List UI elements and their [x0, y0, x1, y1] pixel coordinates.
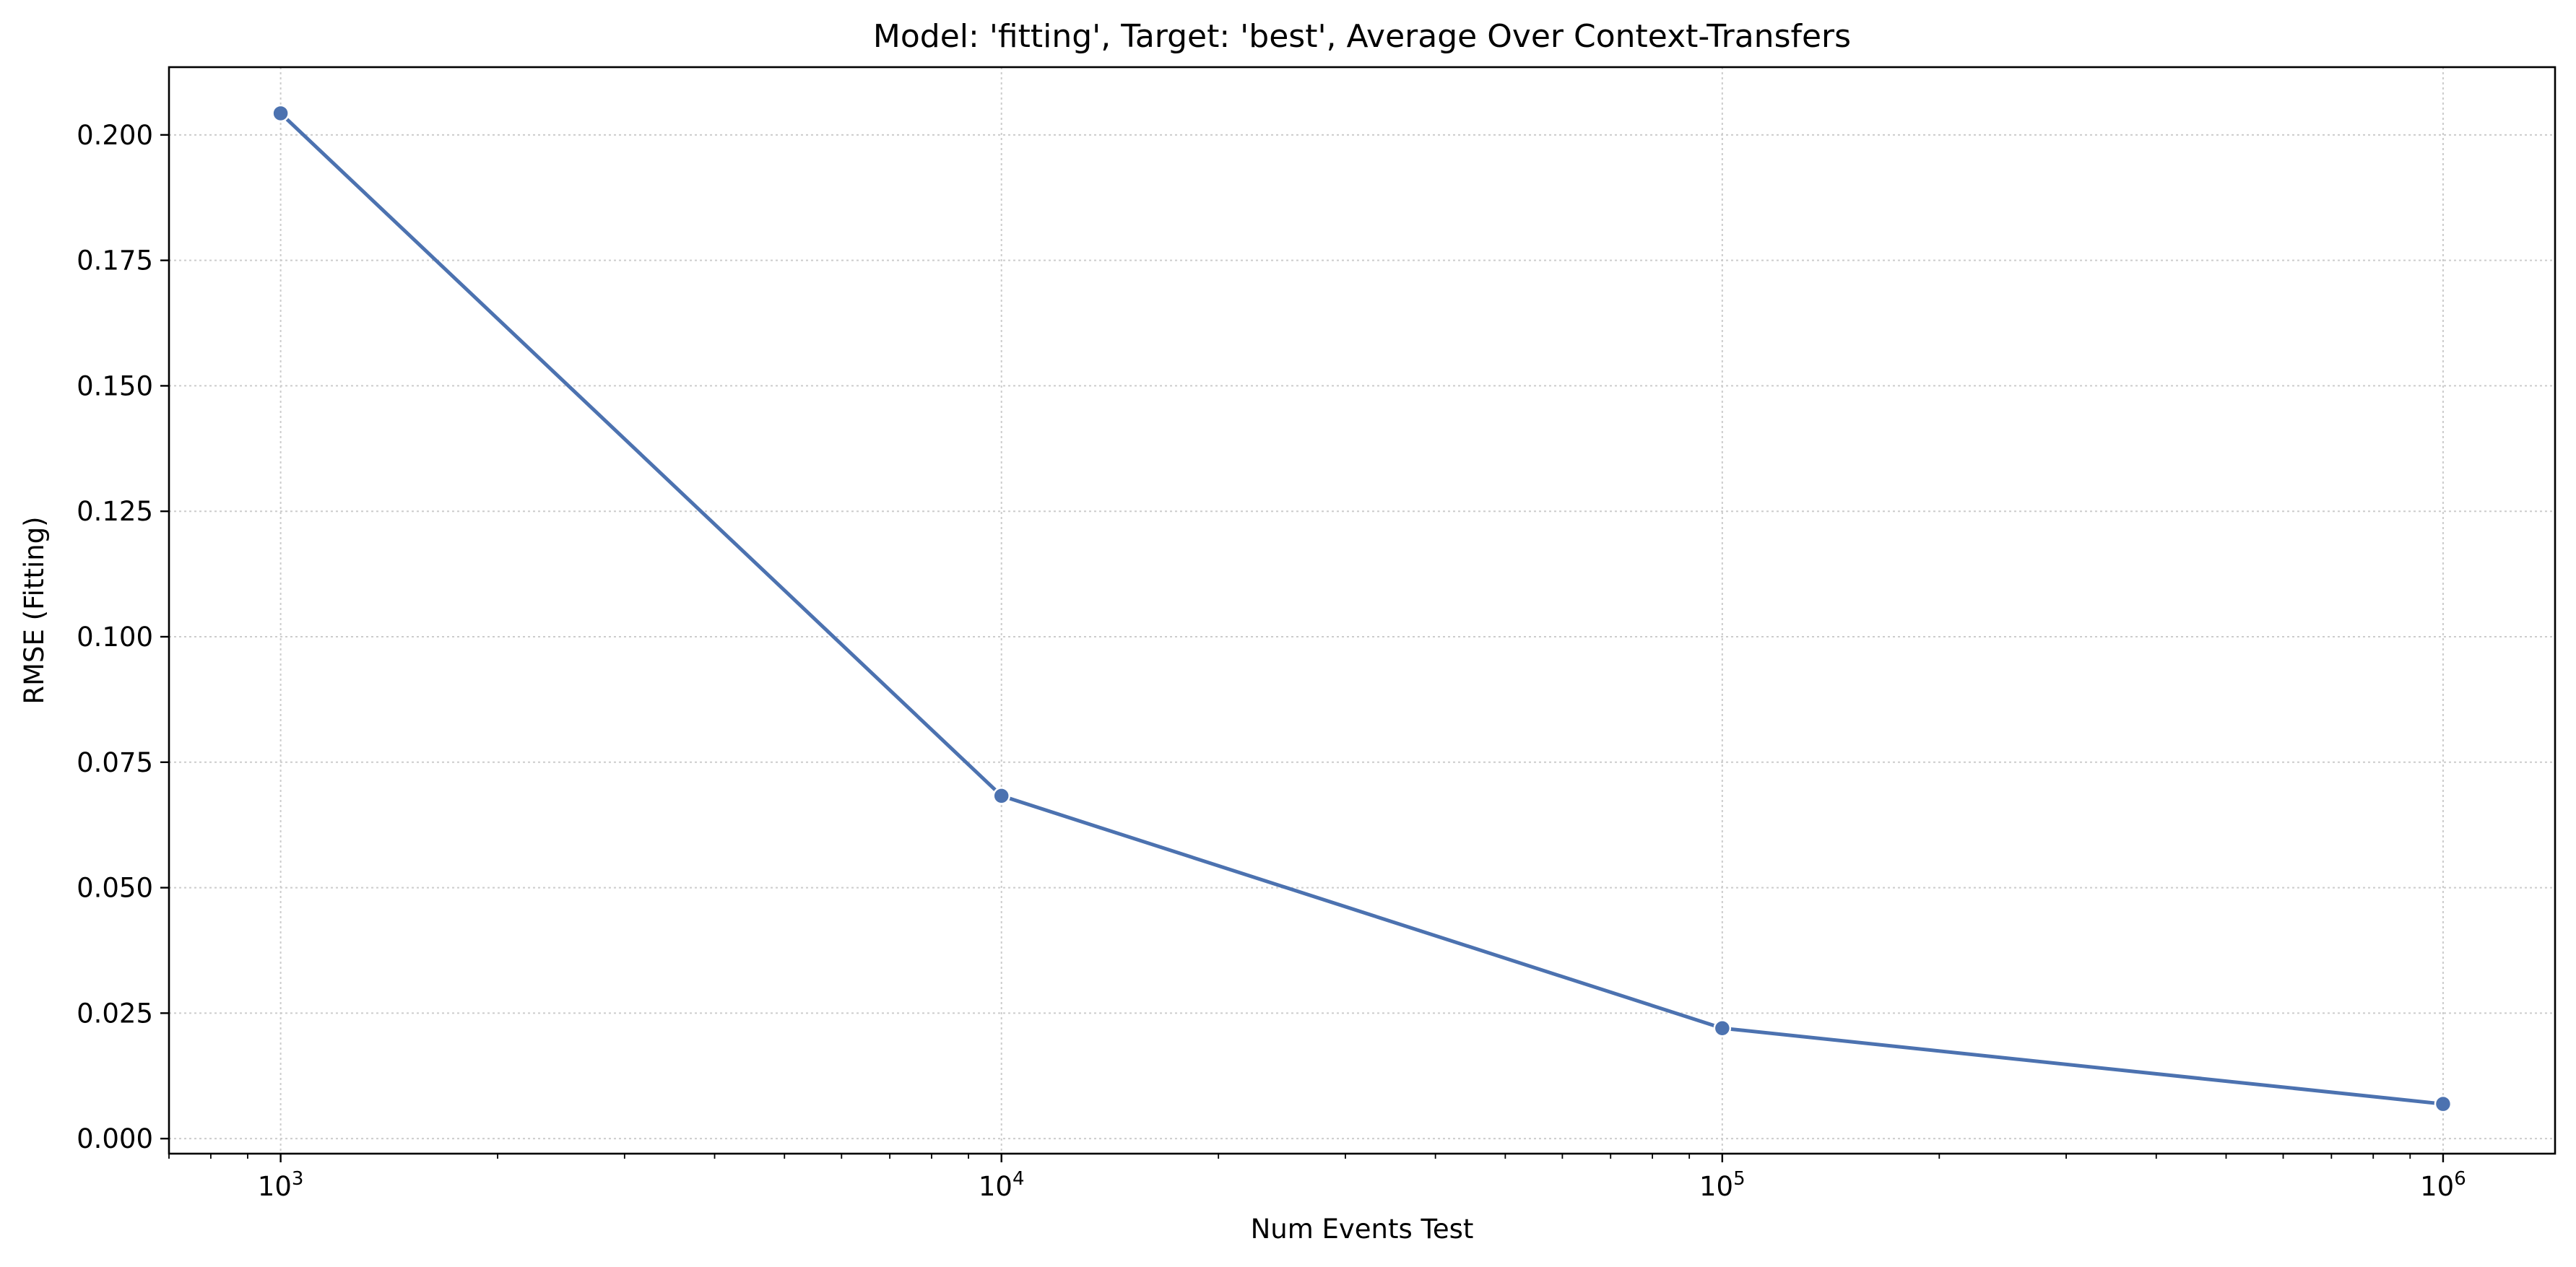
y-tick-label: 0.175	[77, 245, 153, 277]
y-tick-label: 0.025	[77, 998, 153, 1029]
chart-title: Model: 'fitting', Target: 'best', Averag…	[873, 18, 1851, 55]
plot-frame	[168, 66, 2557, 1155]
y-tick-label: 0.050	[77, 873, 153, 904]
series-line	[279, 111, 2445, 1106]
data-point	[1713, 1019, 1732, 1037]
axis-ticks: 0.000 0.025 0.050 0.075 0.100 0.125 0.150 0.175…	[77, 120, 2466, 1202]
y-tick-label: 0.125	[77, 496, 153, 527]
y-tick-label: 0.200	[77, 120, 153, 151]
x-tick-label: 103	[258, 1168, 304, 1202]
data-point	[992, 787, 1010, 805]
x-tick-label: 104	[979, 1168, 1025, 1202]
data-point	[2434, 1094, 2453, 1113]
y-tick-label: 0.100	[77, 622, 153, 653]
x-tick-label: 106	[2420, 1168, 2466, 1202]
data-point	[272, 104, 290, 123]
series-layer	[272, 104, 2453, 1113]
y-axis-label: RMSE (Fitting)	[19, 516, 50, 704]
y-tick-label: 0.000	[77, 1123, 153, 1154]
y-tick-label: 0.150	[77, 370, 153, 401]
grid-lines	[169, 67, 2555, 1154]
x-axis-label: Num Events Test	[1251, 1214, 1474, 1245]
x-tick-label: 105	[1699, 1168, 1745, 1202]
y-tick-label: 0.075	[77, 747, 153, 778]
